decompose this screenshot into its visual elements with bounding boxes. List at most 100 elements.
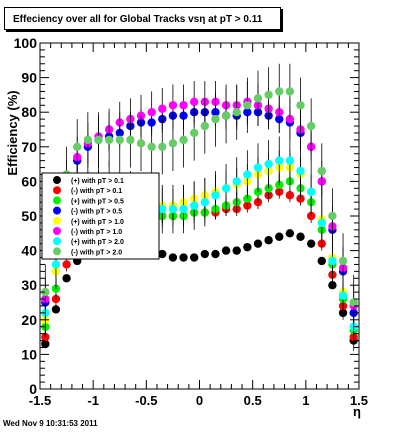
- legend-marker: [53, 176, 61, 184]
- data-point: [179, 135, 188, 145]
- data-point: [243, 101, 252, 110]
- data-point: [62, 260, 71, 269]
- data-point: [296, 166, 305, 176]
- data-point: [189, 253, 199, 262]
- data-point: [285, 87, 295, 96]
- data-point: [179, 101, 188, 110]
- data-point: [253, 239, 263, 248]
- x-tick-label: 1.5: [350, 393, 368, 408]
- data-point: [349, 298, 358, 307]
- data-point: [296, 101, 305, 110]
- data-point: [232, 177, 241, 186]
- data-point: [158, 204, 167, 214]
- data-point: [253, 94, 263, 103]
- data-point: [275, 87, 284, 96]
- data-point: [51, 305, 61, 314]
- data-point: [115, 135, 124, 145]
- data-point: [264, 159, 273, 169]
- legend-entry: (-) with pT > 0.1: [71, 188, 122, 195]
- data-point: [94, 135, 103, 145]
- data-point: [200, 121, 210, 131]
- y-tick-label: 30: [21, 277, 37, 293]
- chart-title: Effeciency over all for Global Tracks vs…: [4, 7, 281, 30]
- legend-entry: (+) with pT > 0.1: [71, 178, 124, 185]
- data-point: [51, 260, 61, 269]
- legend-marker: [53, 247, 61, 256]
- data-point: [296, 232, 305, 241]
- x-tick-label: -0.5: [135, 393, 157, 408]
- legend-marker: [53, 206, 61, 215]
- data-point: [147, 142, 156, 151]
- legend-marker: [53, 237, 61, 246]
- legend-marker: [53, 227, 61, 235]
- x-tick-label: -1: [87, 393, 99, 408]
- y-tick-label: 90: [21, 70, 37, 86]
- legend-box: [41, 172, 160, 260]
- data-point: [328, 211, 337, 221]
- legend-entry: (-) with pT > 0.5: [71, 209, 122, 216]
- x-tick-label: 0: [196, 393, 203, 408]
- data-point: [275, 156, 284, 165]
- legend-marker: [53, 196, 61, 205]
- y-tick-label: 20: [21, 312, 37, 328]
- data-point: [317, 166, 326, 176]
- data-point: [285, 156, 295, 165]
- data-point: [317, 218, 326, 228]
- y-tick-label: 40: [21, 243, 37, 259]
- y-tick-label: 50: [21, 208, 37, 224]
- y-axis-label: Efficiency (%): [5, 90, 20, 175]
- data-point: [221, 111, 231, 120]
- data-point: [168, 139, 178, 148]
- data-point: [179, 204, 188, 214]
- data-point: [189, 97, 199, 107]
- data-point: [126, 135, 135, 145]
- data-point: [221, 184, 231, 193]
- y-tick-label: 0: [29, 381, 37, 397]
- series-8: [41, 63, 358, 331]
- plot-axes: -1.5 -1 -0.5 0 0.5 1 1.5 0 10 20 30 40 50 60 70 80 90 100: [14, 35, 368, 408]
- legend-entry: (+) with pT > 1.0: [71, 219, 124, 226]
- data-point: [264, 90, 273, 100]
- x-tick-label: -1.5: [29, 393, 51, 408]
- data-point: [158, 249, 167, 259]
- data-point: [189, 201, 199, 210]
- y-tick-label: 70: [21, 139, 37, 155]
- legend-entry: (+) with pT > 2.0: [71, 239, 124, 246]
- x-tick-label: 1: [302, 393, 309, 408]
- legend-entry: (-) with pT > 2.0: [71, 249, 122, 256]
- data-point: [221, 246, 231, 255]
- y-tick-label: 80: [21, 104, 37, 120]
- data-point: [211, 191, 220, 200]
- data-point: [62, 274, 71, 283]
- legend: (+) with pT > 0.1 (-) with pT > 0.1 (+) wi…: [41, 172, 160, 260]
- legend-entry: (+) with pT > 0.5: [71, 198, 124, 205]
- data-point: [211, 249, 220, 259]
- data-point: [232, 108, 241, 117]
- data-point: [306, 187, 316, 196]
- x-axis-label: η: [353, 404, 361, 419]
- y-tick-label: 10: [21, 346, 37, 362]
- data-point: [285, 229, 295, 238]
- y-tick-label: 60: [21, 173, 37, 189]
- data-point: [275, 232, 284, 241]
- data-point: [147, 108, 156, 117]
- data-point: [83, 135, 93, 145]
- data-point: [104, 135, 114, 145]
- x-tick-label: 0.5: [244, 393, 262, 408]
- data-point: [338, 256, 348, 266]
- data-point: [168, 101, 178, 110]
- data-point: [189, 128, 199, 138]
- data-point: [41, 287, 50, 297]
- data-point: [243, 170, 252, 179]
- data-point: [253, 163, 263, 172]
- data-point: [328, 256, 337, 266]
- data-point: [285, 191, 295, 200]
- data-point: [168, 204, 178, 214]
- data-point: [168, 253, 178, 262]
- legend-marker: [53, 216, 61, 225]
- data-point: [136, 139, 146, 148]
- timestamp-footer: Wed Nov 9 10:31:53 2011: [3, 419, 98, 428]
- data-point: [200, 249, 210, 259]
- data-point: [306, 239, 316, 248]
